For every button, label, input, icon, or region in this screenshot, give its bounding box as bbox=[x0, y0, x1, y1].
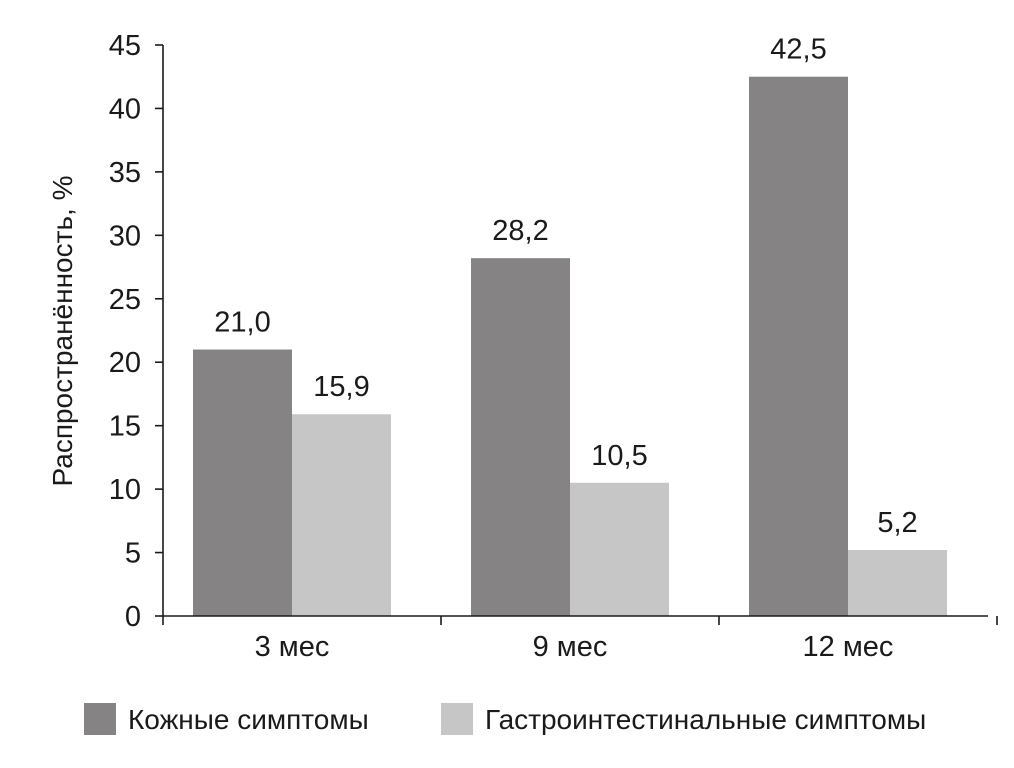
data-label: 15,9 bbox=[313, 371, 369, 403]
legend-swatch bbox=[441, 703, 473, 735]
data-label: 42,5 bbox=[770, 34, 826, 66]
bar-skin-2 bbox=[749, 76, 848, 616]
y-tick-label: 25 bbox=[109, 284, 141, 316]
bar-gi-2 bbox=[848, 550, 947, 616]
legend-label: Кожные симптомы bbox=[128, 704, 369, 735]
y-axis-title: Распространённость, % bbox=[47, 176, 78, 487]
data-label: 28,2 bbox=[492, 215, 548, 247]
legend-label: Гастроинтестинальные симптомы bbox=[485, 704, 926, 735]
bars bbox=[193, 76, 947, 616]
x-tick-label: 12 мес bbox=[803, 631, 894, 663]
y-tick-label: 30 bbox=[109, 220, 141, 252]
y-tick-label: 0 bbox=[125, 601, 141, 633]
x-axis-ticks: 3 мес 9 мес 12 мес bbox=[162, 616, 998, 663]
data-label: 21,0 bbox=[214, 307, 270, 339]
data-label: 5,2 bbox=[877, 507, 917, 539]
legend: Кожные симптомы Гастроинтестинальные симп… bbox=[84, 703, 926, 735]
axes bbox=[162, 45, 988, 617]
y-tick-label: 40 bbox=[109, 93, 141, 125]
value-labels: 21,0 15,9 28,2 10,5 42,5 5,2 bbox=[214, 34, 917, 539]
y-tick-label: 35 bbox=[109, 157, 141, 189]
y-tick-label: 20 bbox=[109, 347, 141, 379]
y-tick-label: 45 bbox=[109, 30, 141, 62]
y-tick-label: 10 bbox=[109, 474, 141, 506]
x-tick-label: 9 мес bbox=[533, 631, 608, 663]
bar-gi-0 bbox=[292, 414, 391, 616]
bar-skin-1 bbox=[471, 258, 570, 616]
y-tick-label: 15 bbox=[109, 411, 141, 443]
x-tick-label: 3 мес bbox=[255, 631, 330, 663]
legend-swatch bbox=[84, 703, 116, 735]
y-axis-ticks: 0 5 10 15 20 25 30 35 40 45 bbox=[109, 30, 163, 633]
y-tick-label: 5 bbox=[125, 538, 141, 570]
bar-skin-0 bbox=[193, 349, 292, 616]
bar-gi-1 bbox=[570, 482, 669, 616]
data-label: 10,5 bbox=[591, 440, 647, 472]
